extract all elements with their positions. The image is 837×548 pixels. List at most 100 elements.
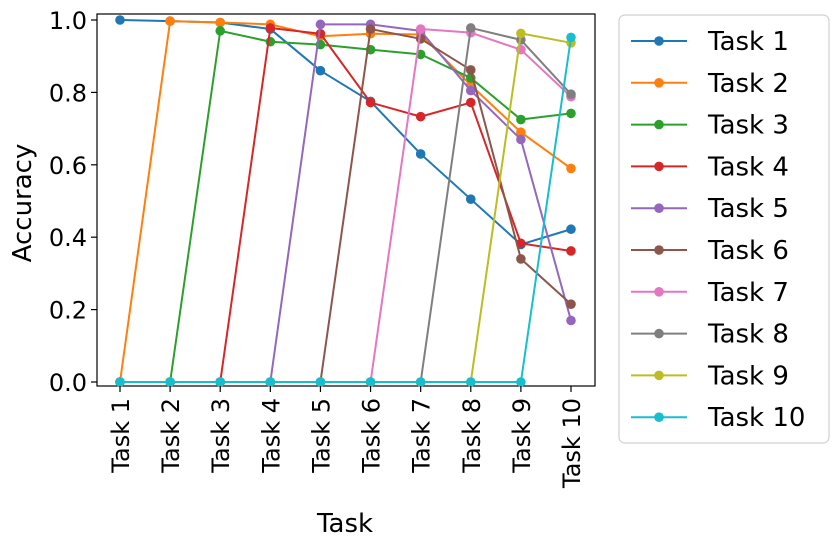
data-point [215,26,226,36]
plot-area [96,13,596,387]
series-10 [115,32,576,387]
data-point [465,23,476,33]
legend-label: Task 3 [707,111,789,141]
data-point [215,17,226,28]
data-point [465,194,476,204]
legend-marker [654,36,664,46]
y-axis-label: Accuracy [8,144,38,263]
data-point [365,377,376,387]
data-point [566,315,576,326]
legend-item: Task 1 [631,27,789,57]
series-line [120,28,572,383]
x-axis-label: Task [316,509,373,539]
data-point [516,254,526,264]
data-point [115,377,125,387]
y-tick-label: 1.0 [49,7,87,35]
data-point [465,85,476,96]
data-point [516,114,526,125]
data-point [516,238,526,249]
plot-frame [96,13,596,387]
y-tick-label: 0.8 [49,79,87,107]
legend: Task 1 Task 2 Task 3 Task 4 Task 5 Task 6 Task… [618,14,830,444]
y-axis: 0.0 0.2 0.4 0.6 0.8 1.0 [49,7,97,397]
data-point [365,24,376,34]
data-point [215,377,226,387]
data-point [315,19,326,30]
data-point [415,111,426,122]
legend-marker [654,245,664,255]
legend-item: Task 3 [631,111,789,141]
legend-item: Task 4 [631,152,789,182]
legend-item: Task 8 [631,320,789,350]
x-tick-label: Task 4 [257,398,285,474]
legend-label: Task 4 [707,152,789,182]
legend-marker [654,287,664,297]
data-point [566,32,576,43]
y-tick-label: 0.6 [49,152,87,180]
x-axis: Task 1 Task 2 Task 3 Task 4 Task 5 Task 6 Task… [107,386,586,489]
legend-marker [654,328,664,339]
data-point [566,163,576,174]
data-point [415,377,426,387]
legend-marker [654,161,664,172]
legend-marker [654,370,664,381]
data-point [365,97,376,108]
data-point [566,89,576,100]
data-point [415,149,426,159]
legend-marker [654,78,664,88]
x-tick-label: Task 7 [408,398,436,474]
legend-label: Task 1 [707,27,789,57]
x-tick-label: Task 5 [307,398,335,474]
x-tick-label: Task 9 [508,398,536,474]
data-point [566,224,576,235]
series-line [120,29,572,383]
data-point [415,24,426,34]
legend-label: Task 10 [707,403,805,433]
y-tick-label: 0.2 [49,297,87,325]
legend-label: Task 7 [707,278,789,308]
data-point [516,28,526,39]
legend-label: Task 2 [707,69,789,99]
data-point [165,16,175,26]
x-tick-label: Task 2 [157,398,185,474]
legend-item: Task 5 [631,194,789,224]
data-point [265,377,276,387]
legend-box [618,14,830,444]
legend-label: Task 8 [707,320,789,350]
x-tick-label: Task 1 [107,398,135,474]
legend-item: Task 2 [631,69,789,99]
x-tick-label: Task 3 [207,398,235,474]
legend-marker [654,412,664,423]
data-point [566,299,576,309]
data-point [516,134,526,145]
legend-label: Task 6 [707,236,789,266]
legend-label: Task 5 [707,194,789,224]
legend-item: Task 9 [631,361,789,391]
legend-marker [654,119,664,130]
x-tick-label: Task 6 [358,398,386,474]
data-point [566,246,576,256]
data-point [516,127,526,138]
series-6 [115,24,576,387]
data-point [115,15,125,25]
x-tick-label: Task 10 [558,398,586,489]
legend-item: Task 6 [631,236,789,266]
legend-marker [654,203,664,213]
legend-item: Task 10 [631,403,805,433]
data-point [165,377,175,387]
x-tick-label: Task 8 [458,398,486,474]
y-tick-label: 0.0 [49,369,87,397]
data-point [465,97,476,108]
data-point [516,377,526,387]
series-line [119,20,572,383]
data-point [465,65,476,75]
data-point [265,23,276,33]
data-point [566,108,576,119]
series-line [120,37,572,383]
y-tick-label: 0.4 [49,224,87,252]
data-point [465,377,476,387]
data-point [315,377,326,387]
data-point [315,65,326,76]
legend-item: Task 7 [631,278,789,308]
